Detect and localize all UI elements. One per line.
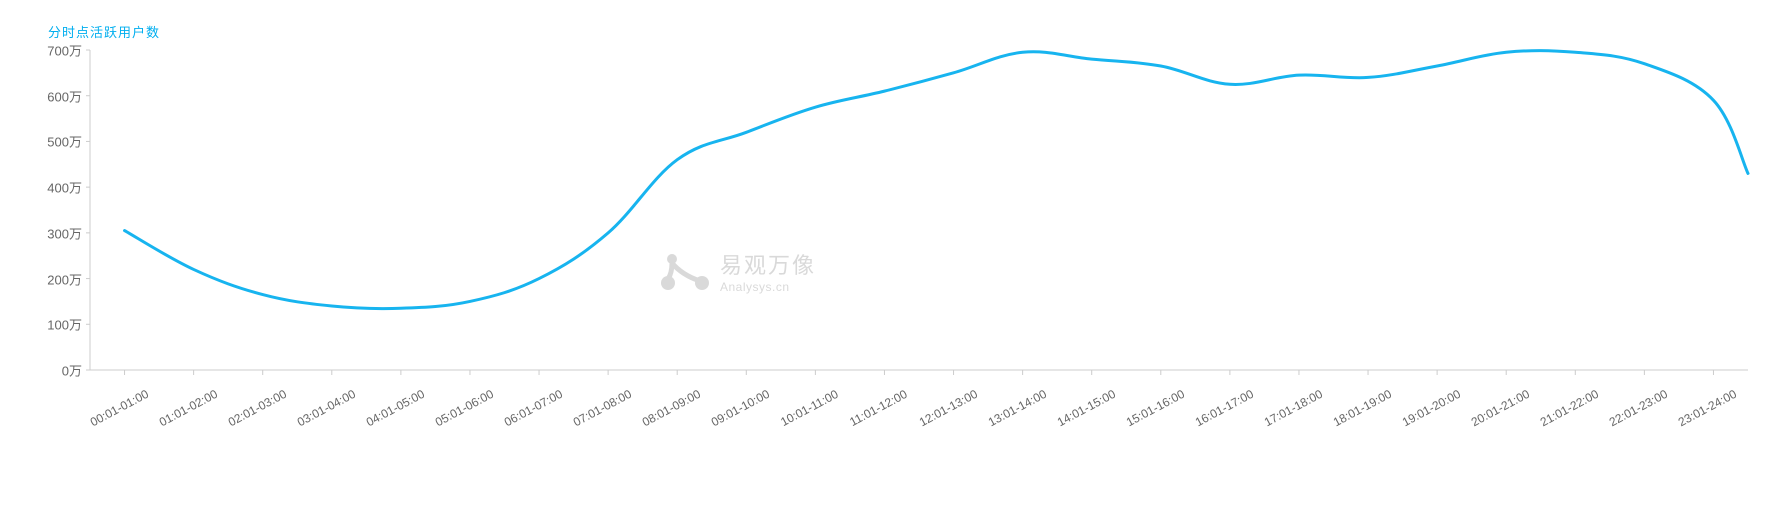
y-axis-tick-label: 300万 [12, 223, 82, 242]
y-axis-tick-label: 0万 [12, 361, 82, 380]
y-axis-tick-label: 200万 [12, 269, 82, 288]
y-axis-tick-label: 100万 [12, 315, 82, 334]
y-axis-tick-label: 400万 [12, 178, 82, 197]
y-axis-tick-label: 600万 [12, 86, 82, 105]
chart-plot-svg [0, 0, 1788, 522]
y-axis-tick-label: 700万 [12, 41, 82, 60]
y-axis-tick-label: 500万 [12, 132, 82, 151]
hourly-active-users-chart: 分时点活跃用户数 易观万像 Analysys.cn 0万100万200万300万… [0, 0, 1788, 522]
